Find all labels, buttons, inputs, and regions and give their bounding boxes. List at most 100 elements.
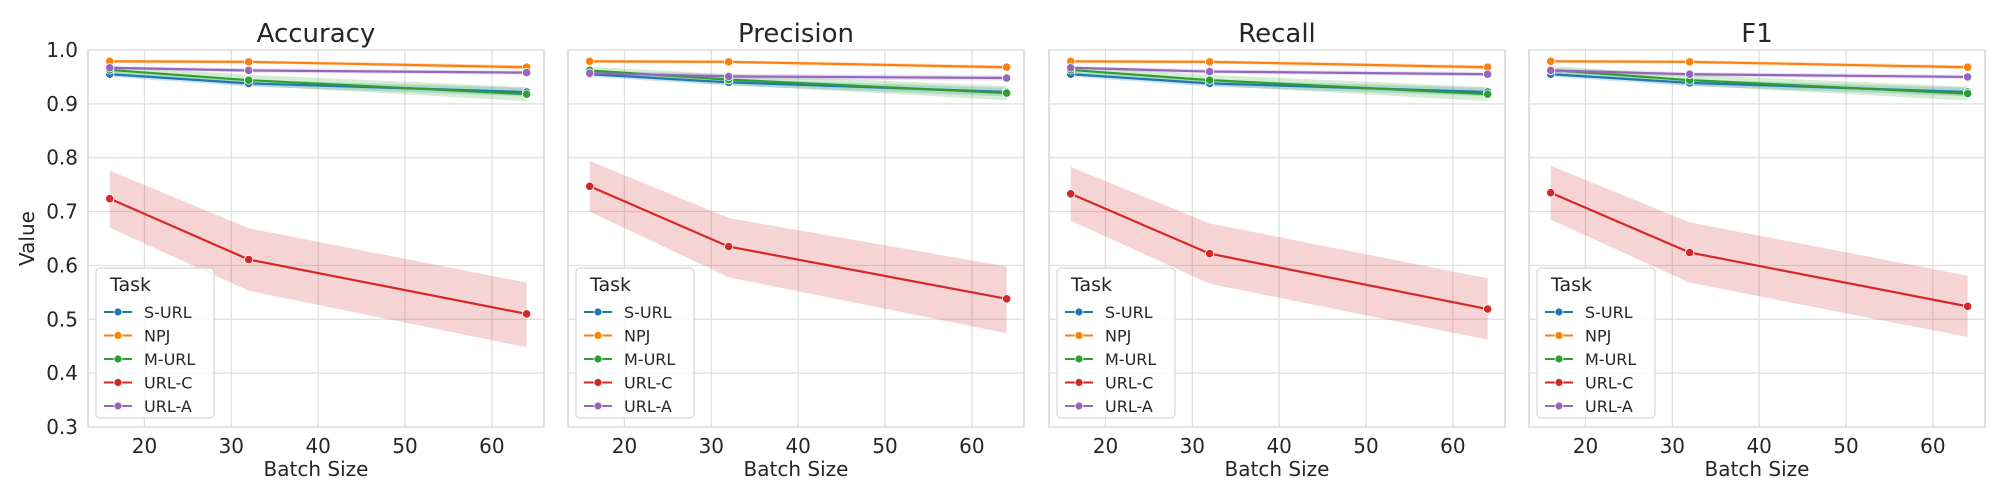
data-point-m-url [522,89,532,99]
data-point-m-url [1963,89,1973,99]
legend-item-m-url: M-URL [1585,350,1636,369]
legend-swatch-marker [1554,378,1564,387]
legend-item-url-a: URL-A [1585,397,1633,416]
chart-panel-accuracy: 20 30 40 50 60 0.3 0.4 0.5 0.6 0.7 0.8 0.9 1.0 Accura… [15,19,545,481]
y-axis-label: Value [15,211,39,266]
chart-panel-f1: 20 30 40 50 60 F1 Batch Size Task S-URL NPJ M-URL U… [1528,19,1986,481]
y-tick-label: 0.6 [46,253,78,277]
panel-title: Accuracy [257,19,376,49]
data-point-url-a [1205,66,1215,77]
x-tick-label: 30 [1660,434,1685,458]
data-point-url-a [1963,72,1973,82]
legend-item-url-c: URL-C [1105,374,1153,393]
x-axis-label: Batch Size [1225,457,1330,481]
data-point-url-a [522,68,532,78]
x-tick-label: 60 [1920,434,1945,458]
data-point-url-c [1002,294,1012,304]
panel-title: F1 [1741,19,1773,49]
legend-item-npj: NPJ [144,327,170,346]
legend-item-url-c: URL-C [144,374,192,393]
ci-band-url-c [1550,165,1968,338]
x-tick-label: 40 [305,434,330,458]
legend-swatch-marker [593,331,603,340]
x-axis-label: Batch Size [1705,457,1810,481]
data-point-url-a [244,65,254,76]
data-point-m-url [1483,89,1493,99]
y-tick-label: 1.0 [46,38,78,62]
data-point-url-a [1685,69,1695,79]
data-point-url-a [1002,73,1012,83]
legend-swatch-marker [593,378,603,387]
x-tick-label: 60 [1440,434,1465,458]
data-point-url-a [1546,65,1556,76]
data-point-url-c [244,254,254,265]
data-point-url-c [1546,188,1556,198]
data-point-npj [244,57,254,67]
legend-item-m-url: M-URL [1105,350,1156,369]
legend-swatch-marker [113,331,123,340]
y-tick-label: 0.8 [46,146,78,170]
chart-panel-recall: 20 30 40 50 60 Recall Batch Size Task S-URL NPJ M-… [1048,19,1506,481]
data-point-m-url [244,75,254,85]
legend-item-url-a: URL-A [144,397,192,416]
legend-swatch-marker [1074,401,1084,411]
legend-frame [95,267,215,419]
x-tick-label: 50 [1833,434,1858,458]
data-point-npj [1002,62,1012,72]
legend-swatch-marker [1554,307,1564,317]
x-tick-label: 30 [219,434,244,458]
y-tick-label: 0.9 [46,92,78,116]
legend-title: Task [589,274,631,296]
data-point-url-c [585,181,595,191]
x-tick-label: 20 [1573,434,1598,458]
data-point-url-a [1483,69,1493,79]
data-point-npj [1205,57,1215,67]
y-tick-label: 0.4 [46,361,78,385]
x-tick-label: 30 [699,434,724,458]
legend-item-npj: NPJ [1105,327,1131,346]
data-point-url-a [585,68,595,78]
x-tick-label: 60 [479,434,504,458]
data-point-url-a [1066,63,1076,73]
legend-item-s-url: S-URL [1585,303,1633,322]
data-point-m-url [1205,75,1215,85]
data-point-npj [585,56,595,66]
legend: Task S-URL NPJ M-URL URL-C URL-A [1536,267,1656,419]
data-point-url-c [724,241,734,252]
data-point-url-a [724,71,734,81]
x-tick-label: 40 [785,434,810,458]
legend-swatch-marker [593,354,603,364]
panel-title: Precision [738,19,854,49]
data-point-url-c [1963,301,1973,311]
legend-frame [575,267,695,419]
x-tick-label: 20 [612,434,637,458]
legend-item-s-url: S-URL [624,303,672,322]
legend-swatch-marker [113,307,123,317]
y-tick-label: 0.5 [46,307,78,331]
legend-frame [1536,267,1656,419]
ci-band-url-c [1070,166,1488,340]
ci-band-url-c [589,160,1007,334]
legend-item-url-a: URL-A [624,397,672,416]
ci-band-url-c [109,170,527,348]
legend-swatch-marker [1554,401,1564,411]
x-tick-label: 50 [1353,434,1378,458]
data-point-npj [1963,62,1973,72]
legend-item-npj: NPJ [624,327,650,346]
legend-item-npj: NPJ [1585,327,1611,346]
panel-title: Recall [1238,19,1316,49]
legend-item-m-url: M-URL [624,350,675,369]
x-tick-label: 30 [1180,434,1205,458]
x-axis-label: Batch Size [744,457,849,481]
y-tick-label: 0.7 [46,200,78,224]
x-tick-label: 40 [1746,434,1771,458]
legend-item-s-url: S-URL [144,303,192,322]
data-point-url-c [1685,247,1695,258]
data-point-url-c [1483,304,1493,314]
x-tick-label: 20 [132,434,157,458]
x-tick-label: 60 [959,434,984,458]
legend: Task S-URL NPJ M-URL URL-C URL-A [1056,267,1176,419]
data-point-m-url [1002,88,1012,98]
x-tick-label: 50 [872,434,897,458]
